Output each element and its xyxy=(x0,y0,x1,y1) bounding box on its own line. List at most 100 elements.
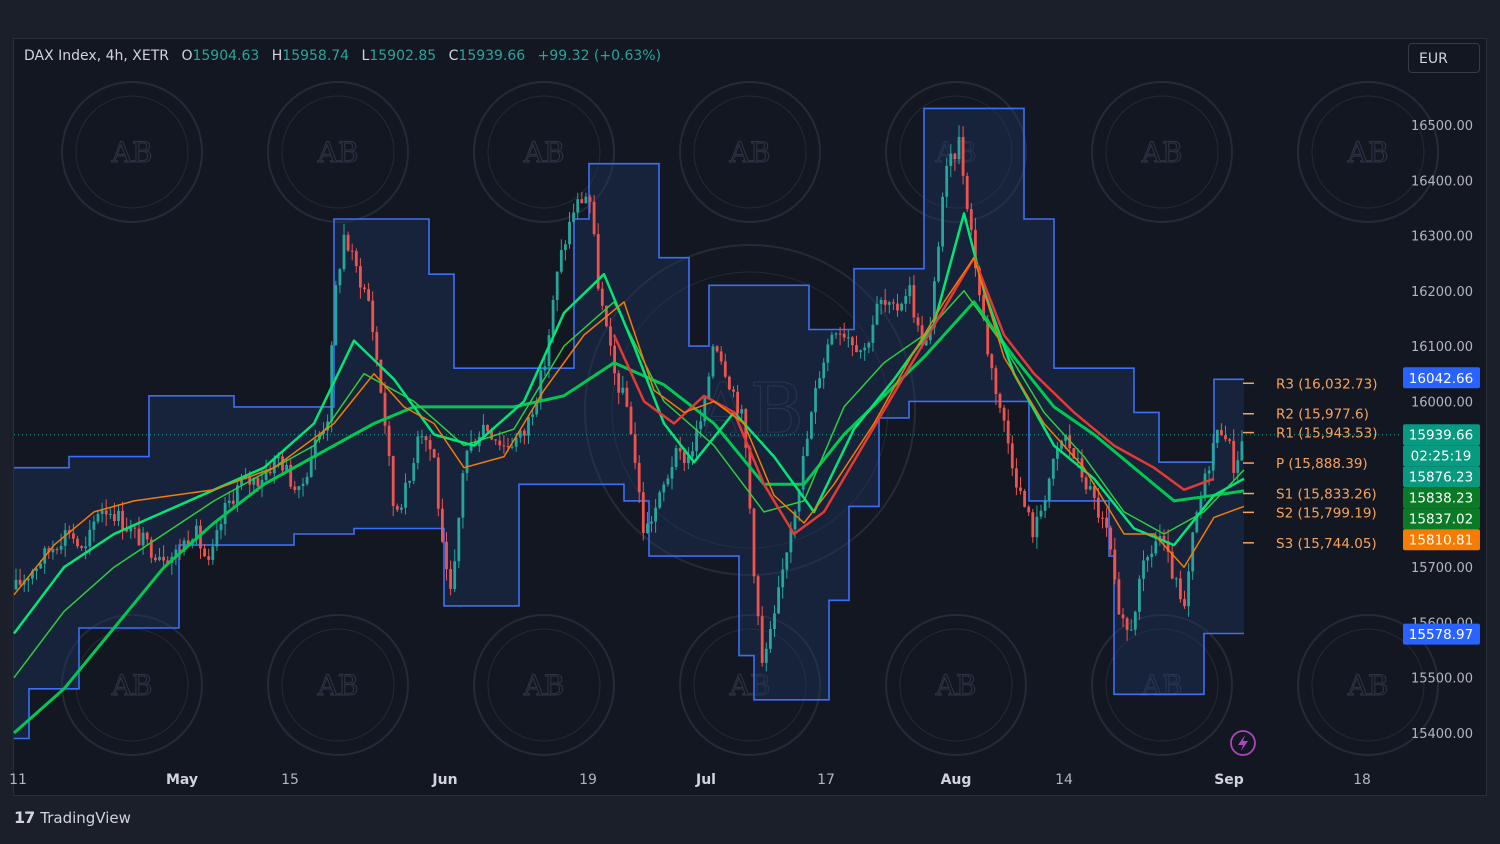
candle-body xyxy=(330,345,334,422)
price-tag-label: 15578.97 xyxy=(1409,627,1473,643)
candle-body xyxy=(125,529,129,532)
y-tick-label: 16400.00 xyxy=(1411,174,1473,189)
chart-panel[interactable] xyxy=(13,38,1487,796)
candle-body xyxy=(408,480,411,483)
pivot-label: R3 (16,032.73) xyxy=(1276,376,1378,392)
candle-body xyxy=(1138,578,1141,612)
watermark-text: AB xyxy=(729,136,771,169)
candle-body xyxy=(699,421,703,429)
watermark-text: AB xyxy=(111,136,153,169)
candle-body xyxy=(600,288,604,306)
watermark-text: AB xyxy=(523,669,565,702)
candle-body xyxy=(797,489,801,512)
candle-body xyxy=(674,448,678,467)
candle-body xyxy=(494,439,498,441)
candle-body xyxy=(174,549,178,557)
candle-body xyxy=(428,440,432,450)
candle-body xyxy=(334,285,338,346)
candle-body xyxy=(1203,473,1207,498)
candle-body xyxy=(760,616,764,663)
candle-body xyxy=(883,300,887,305)
candle-body xyxy=(551,300,555,336)
candle-body xyxy=(166,560,170,564)
candle-body xyxy=(510,446,514,448)
candle-body xyxy=(723,361,727,377)
candle-body xyxy=(445,541,448,570)
watermark-text: AB xyxy=(111,669,153,702)
candle-body xyxy=(39,563,42,569)
x-tick-label: Jul xyxy=(695,772,716,788)
candle-body xyxy=(195,525,198,540)
candle-body xyxy=(658,492,662,508)
candle-body xyxy=(117,510,120,521)
candle-body xyxy=(1047,478,1051,501)
candle-body xyxy=(691,451,694,457)
watermark-text: AB xyxy=(317,669,359,702)
candle-body xyxy=(637,462,641,493)
candle-body xyxy=(256,478,260,487)
candle-body xyxy=(732,389,735,392)
candle-body xyxy=(879,300,883,304)
candle-body xyxy=(55,549,59,551)
lightning-icon[interactable] xyxy=(1230,730,1256,756)
candle-body xyxy=(969,209,973,230)
candle-body xyxy=(367,289,370,301)
price-tag-layer: 16042.66 15939.66 02:25:19 15876.23 15838.23… xyxy=(1403,367,1480,645)
candle-body xyxy=(35,568,38,571)
watermark-seal-large xyxy=(584,244,916,576)
watermark-ring xyxy=(1311,95,1425,209)
pivot-label: S2 (15,799.19) xyxy=(1276,505,1377,521)
candle-body xyxy=(1019,487,1022,491)
candle-body xyxy=(912,285,916,318)
watermark-ring xyxy=(487,95,601,209)
candle-body xyxy=(88,529,92,547)
candle-body xyxy=(953,153,957,160)
candle-body xyxy=(596,234,600,289)
watermark-text: AB xyxy=(317,136,359,169)
x-tick-label: 15 xyxy=(281,772,299,788)
symbol-legend[interactable]: DAX Index, 4h, XETR O15904.63 H15958.74 … xyxy=(24,48,661,64)
candle-body xyxy=(1150,553,1154,557)
currency-button[interactable]: EUR xyxy=(1408,43,1480,73)
candle-body xyxy=(756,576,760,617)
candle-body xyxy=(711,346,715,377)
candle-body xyxy=(1072,448,1076,459)
candle-body xyxy=(1010,443,1014,469)
x-tick-label: Aug xyxy=(941,772,972,788)
price-axis[interactable]: 16500.00 16400.00 16300.00 16200.00 16100.00… xyxy=(1411,119,1473,742)
candle-body xyxy=(162,556,165,561)
candle-body xyxy=(1211,443,1215,471)
tradingview-brand[interactable]: 17 TradingView xyxy=(14,808,131,827)
candle-body xyxy=(846,337,850,339)
watermark-seal xyxy=(473,614,615,756)
candle-body xyxy=(383,392,387,426)
candle-body xyxy=(363,287,366,290)
watermark-ring xyxy=(1105,628,1219,742)
candle-body xyxy=(1039,510,1043,517)
candle-body xyxy=(543,366,547,371)
candle-body xyxy=(1174,578,1178,580)
x-tick-label: Jun xyxy=(431,772,457,788)
candle-body xyxy=(272,458,276,474)
candle-body xyxy=(998,394,1002,408)
candle-body xyxy=(1142,560,1145,579)
candle-body xyxy=(387,425,391,457)
candle-body xyxy=(219,523,223,531)
candle-body xyxy=(424,436,428,441)
pivot-label: S1 (15,833.26) xyxy=(1276,487,1377,503)
candle-body xyxy=(486,424,489,432)
candle-body xyxy=(1097,497,1100,518)
candle-body xyxy=(1101,517,1104,519)
watermark-seal xyxy=(1297,81,1439,223)
candle-body xyxy=(625,387,629,407)
candle-body xyxy=(949,153,953,166)
candle-body xyxy=(1133,611,1137,630)
time-axis[interactable]: 11 May 15 Jun 19 Jul 17 Aug 14 Sep 18 xyxy=(9,772,1371,788)
candle-body xyxy=(748,447,752,509)
pivot-label: S3 (15,744.05) xyxy=(1276,536,1377,552)
watermark-ring xyxy=(75,95,189,209)
candle-body xyxy=(662,484,666,493)
candle-body xyxy=(264,471,268,480)
price-tag-label: 15837.02 xyxy=(1409,512,1473,528)
